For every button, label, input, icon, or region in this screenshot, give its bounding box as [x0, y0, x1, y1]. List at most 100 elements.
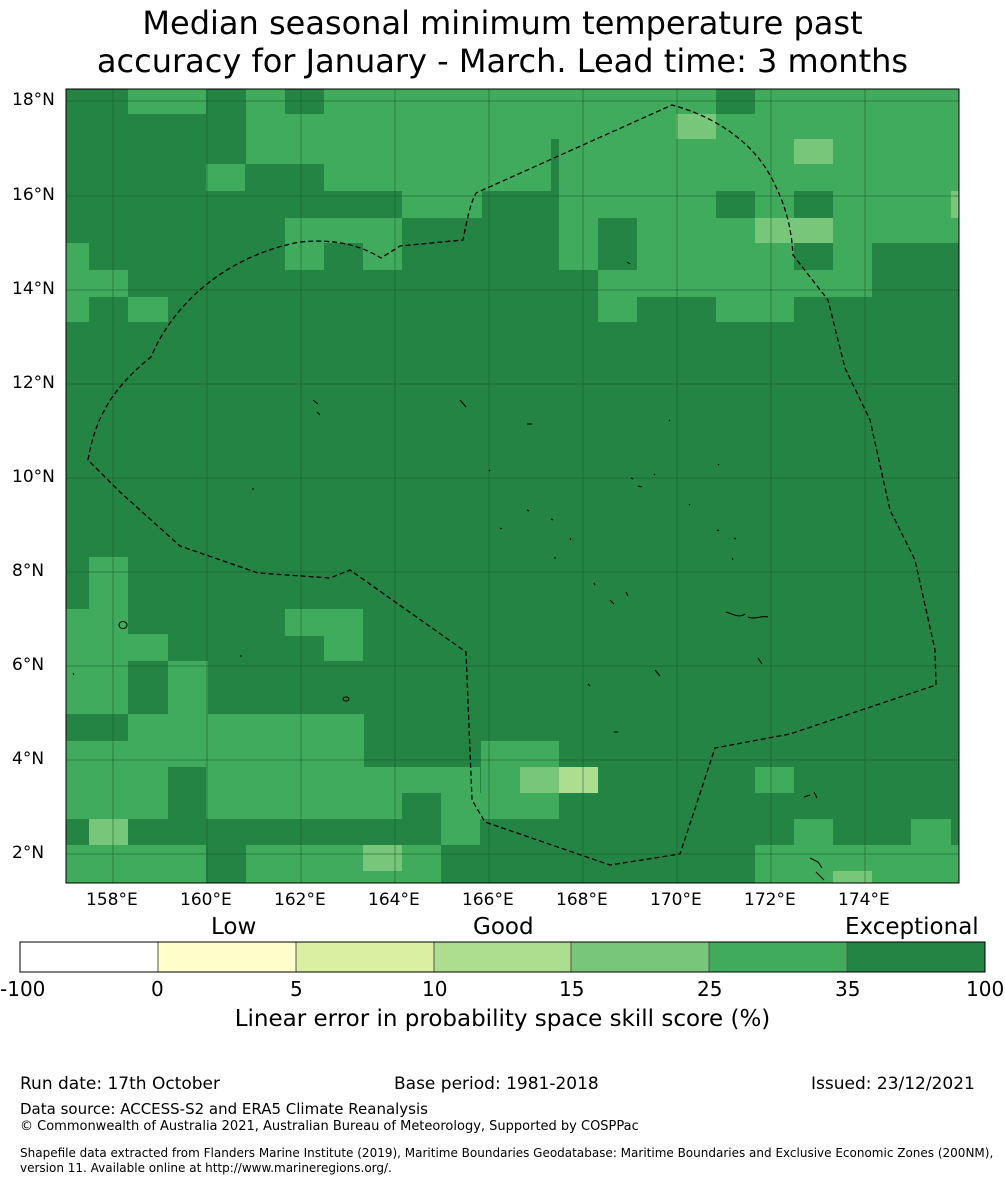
skill-cell — [833, 871, 872, 883]
lon-label: 174°E — [838, 890, 890, 910]
colorbar-category-exceptional: Exceptional — [845, 914, 979, 940]
skill-cell — [833, 243, 872, 270]
colorbar-segment — [19, 941, 159, 973]
skill-cell — [128, 714, 364, 741]
island-outline — [72, 419, 737, 676]
skill-cell — [66, 243, 89, 270]
skill-cell — [716, 297, 794, 322]
skill-cell — [481, 767, 520, 793]
skill-cell — [66, 297, 89, 322]
colorbar-segment — [295, 941, 435, 973]
colorbar-tick: 5 — [290, 977, 303, 1001]
skill-cell — [441, 819, 480, 845]
colorbar-segment — [708, 941, 848, 973]
eez-boundary — [87, 104, 937, 866]
skill-cell — [833, 139, 959, 164]
skill-cell — [66, 661, 128, 714]
colorbar-segment — [570, 941, 710, 973]
skill-cell — [755, 191, 794, 218]
skill-cell — [716, 114, 959, 139]
lon-label: 164°E — [368, 890, 420, 910]
skill-cell — [951, 191, 959, 218]
skill-cell — [246, 139, 551, 164]
issued-date: Issued: 23/12/2021 — [811, 1074, 975, 1094]
island-outline — [342, 696, 350, 702]
skill-cell — [128, 297, 168, 322]
skill-cell — [363, 871, 441, 883]
skill-cell — [66, 845, 206, 883]
base-period: Base period: 1981-2018 — [394, 1074, 599, 1094]
colorbar — [19, 941, 986, 973]
lat-label: 6°N — [12, 655, 45, 675]
island-outline — [809, 857, 825, 881]
lat-lon-gridlines — [66, 89, 959, 883]
map-title-line-2: accuracy for January - March. Lead time:… — [96, 42, 909, 80]
lon-label: 162°E — [274, 890, 326, 910]
skill-cell — [402, 845, 441, 871]
skill-grid-cells — [66, 89, 959, 883]
island-outline — [803, 791, 818, 799]
skill-cell — [402, 191, 482, 218]
skill-cell — [755, 218, 833, 243]
island-outline — [587, 657, 763, 733]
colorbar-tick: -100 — [0, 977, 46, 1001]
skill-cell — [363, 243, 402, 270]
skill-cell — [324, 164, 551, 191]
skill-cell — [833, 218, 959, 243]
skill-cell — [128, 634, 168, 661]
lon-label: 166°E — [462, 890, 514, 910]
colorbar-segment — [433, 941, 572, 973]
lon-label: 170°E — [650, 890, 702, 910]
skill-cell — [559, 218, 598, 243]
skill-cell — [794, 819, 833, 845]
colorbar-tick: 15 — [559, 977, 585, 1001]
skill-cell — [676, 114, 716, 139]
skill-cell — [66, 767, 168, 793]
colorbar-caption: Linear error in probability space skill … — [234, 1006, 771, 1032]
skill-cell — [794, 139, 833, 164]
skill-cell — [559, 164, 959, 191]
lon-label: 172°E — [744, 890, 796, 910]
lat-label: 12°N — [12, 373, 55, 393]
lat-label: 16°N — [12, 185, 55, 205]
colorbar-tick: 0 — [151, 977, 164, 1001]
data-source: Data source: ACCESS-S2 and ERA5 Climate … — [20, 1100, 428, 1118]
island-outline — [118, 621, 128, 629]
skill-cell — [833, 191, 951, 218]
island-outline — [725, 611, 769, 619]
skill-cell — [206, 767, 480, 793]
lon-label: 168°E — [556, 890, 608, 910]
colorbar-category-low: Low — [211, 914, 257, 940]
copyright: © Commonwealth of Australia 2021, Austra… — [20, 1119, 639, 1134]
map-title-line-1: Median seasonal minimum temperature past — [142, 4, 863, 42]
skill-cell — [363, 845, 402, 871]
colorbar-frame — [19, 941, 986, 973]
lat-label: 10°N — [12, 467, 55, 487]
skill-cell — [559, 767, 598, 793]
skill-cell — [206, 164, 245, 191]
lat-label: 4°N — [12, 749, 45, 769]
skill-cell — [637, 218, 755, 243]
skill-cell — [66, 609, 128, 661]
skill-cell — [637, 243, 794, 270]
colorbar-tick: 25 — [697, 977, 723, 1001]
skill-cell — [66, 741, 364, 767]
lat-label: 2°N — [12, 843, 45, 863]
map-frame — [65, 88, 960, 884]
skill-cell — [598, 297, 637, 322]
skill-cell — [246, 114, 716, 139]
skill-cell — [66, 270, 128, 297]
skill-cell — [481, 741, 559, 767]
skill-cell — [66, 793, 168, 819]
island-outline — [312, 261, 631, 425]
colorbar-tick: 35 — [835, 977, 861, 1001]
colorbar-category-good: Good — [473, 914, 534, 940]
run-date: Run date: 17th October — [20, 1074, 220, 1094]
skill-cell — [285, 609, 363, 636]
skill-cell — [520, 767, 559, 793]
skill-cell — [559, 243, 598, 270]
lat-label: 8°N — [12, 561, 45, 581]
skill-cell — [285, 218, 402, 243]
shapefile-credit-line-1: Shapefile data extracted from Flanders M… — [20, 1146, 994, 1160]
